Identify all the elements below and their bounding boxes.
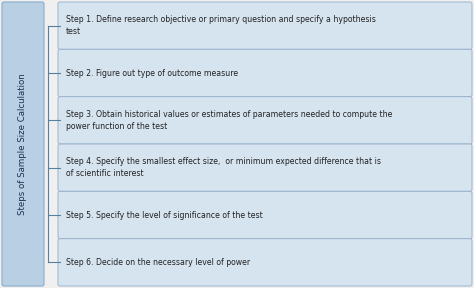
FancyBboxPatch shape: [58, 191, 472, 239]
Text: Step 6. Decide on the necessary level of power: Step 6. Decide on the necessary level of…: [66, 258, 250, 267]
FancyBboxPatch shape: [58, 144, 472, 191]
Text: Step 4. Specify the smallest effect size,  or minimum expected difference that i: Step 4. Specify the smallest effect size…: [66, 158, 381, 178]
Text: Steps of Sample Size Calculation: Steps of Sample Size Calculation: [18, 73, 27, 215]
Text: Step 3. Obtain historical values or estimates of parameters needed to compute th: Step 3. Obtain historical values or esti…: [66, 110, 392, 130]
FancyBboxPatch shape: [58, 239, 472, 286]
FancyBboxPatch shape: [58, 49, 472, 97]
Text: Step 5. Specify the level of significance of the test: Step 5. Specify the level of significanc…: [66, 211, 263, 219]
Text: Step 2. Figure out type of outcome measure: Step 2. Figure out type of outcome measu…: [66, 69, 238, 77]
FancyBboxPatch shape: [2, 2, 44, 286]
FancyBboxPatch shape: [58, 97, 472, 144]
FancyBboxPatch shape: [58, 2, 472, 49]
Text: Step 1. Define research objective or primary question and specify a hypothesis
t: Step 1. Define research objective or pri…: [66, 16, 376, 36]
